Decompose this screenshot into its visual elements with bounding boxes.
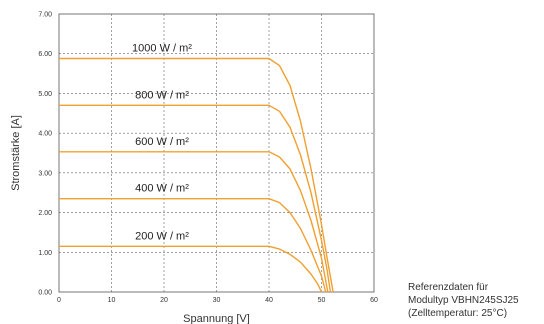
series-line (59, 245, 323, 293)
chart-grid (59, 14, 374, 292)
y-tick-label: 3.00 (38, 170, 52, 177)
note-line-2: Modultyp VBHN245SJ25 (408, 295, 519, 306)
series-line (59, 104, 332, 293)
y-tick-label: 7.00 (38, 12, 52, 19)
series-label: 600 W / m² (135, 136, 189, 148)
series-labels: 1000 W / m² 800 W / m² 600 W / m² 400 W / m… (132, 42, 192, 242)
x-axis-ticks: 0 10 20 30 40 50 60 (57, 297, 378, 304)
x-tick-label: 60 (370, 297, 378, 304)
reference-note: Referenzdaten für Modultyp VBHN245SJ25 (… (408, 281, 544, 324)
y-axis-ticks: 0.00 1.00 2.00 3.00 4.00 5.00 6.00 7.00 (38, 12, 52, 297)
series-line (59, 57, 334, 293)
y-tick-label: 1.00 (38, 250, 52, 257)
series-label: 400 W / m² (135, 183, 189, 195)
series-line (59, 151, 329, 293)
note-line-3: (Zelltemperatur: 25°C) (408, 308, 508, 319)
y-tick-label: 5.00 (38, 91, 52, 98)
x-tick-label: 0 (57, 297, 61, 304)
series-label: 200 W / m² (135, 230, 189, 242)
y-tick-label: 0.00 (38, 290, 52, 297)
y-axis-label: Stromstärke [A] (10, 115, 22, 191)
series-label: 800 W / m² (135, 89, 189, 101)
series-line (59, 197, 327, 293)
x-tick-label: 50 (318, 297, 326, 304)
x-axis-label: Spannung [V] (183, 313, 250, 324)
y-tick-label: 2.00 (38, 210, 52, 217)
series-label: 1000 W / m² (132, 42, 192, 54)
plot-area-frame (58, 13, 375, 293)
x-tick-label: 10 (108, 297, 116, 304)
chart-series (59, 57, 334, 293)
x-tick-label: 20 (160, 297, 168, 304)
y-tick-label: 6.00 (38, 51, 52, 58)
x-tick-label: 40 (265, 297, 273, 304)
x-tick-label: 30 (213, 297, 221, 304)
y-tick-label: 4.00 (38, 131, 52, 138)
note-line-1: Referenzdaten für (408, 282, 489, 293)
